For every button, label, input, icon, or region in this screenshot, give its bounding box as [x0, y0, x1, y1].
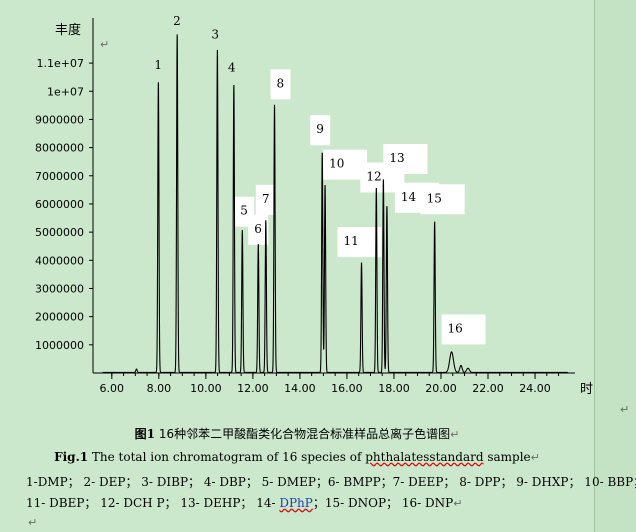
paragraph-mark: ↵: [28, 516, 38, 529]
peak-label-box: [270, 69, 291, 100]
figure-title-en-tail: sample: [483, 450, 531, 464]
figure-title-en-word: phthalatesstandard: [365, 450, 484, 464]
peak-label-box: [255, 184, 276, 215]
x-tick-label: 16.00: [331, 382, 363, 395]
y-tick-label: 5000000: [35, 226, 84, 239]
axes: 1000000 2000000 3000000 4000000 5000000 60000…: [35, 18, 575, 395]
y-tick-label: 2000000: [35, 311, 84, 324]
peak-label-box: [383, 144, 428, 175]
legend-line-2-text-b: ；15- DNOP； 16- DNP: [312, 496, 454, 510]
y-tick-label: 6000000: [35, 198, 84, 211]
peak-label-box: [323, 149, 368, 180]
peak-label: 16: [448, 321, 463, 335]
peak-label: 9: [316, 122, 324, 136]
compound-legend-line-2: 11- DBEP； 12- DCH P； 13- DEHP； 14- DPhP；…: [26, 494, 592, 511]
x-tick-label: 6.00: [100, 382, 125, 395]
peak-label-box: [310, 115, 331, 146]
figure-number-cn: 图1: [134, 427, 156, 441]
peak-label: 1: [154, 58, 162, 72]
peak-label-box: [441, 314, 486, 345]
paragraph-mark: ↵: [530, 451, 540, 464]
x-tick-label: 12.00: [237, 382, 269, 395]
peak-label: 5: [240, 204, 248, 218]
peak-label: 13: [389, 151, 404, 165]
y-tick-label: 3000000: [35, 282, 84, 295]
peak-label: 15: [427, 191, 442, 205]
paragraph-mark: ↵: [450, 428, 460, 441]
paragraph-mark: ↵: [100, 38, 110, 51]
x-tick-label: 8.00: [147, 382, 172, 395]
peak-label: 4: [228, 61, 236, 75]
peak-label-box: [337, 227, 382, 258]
peak-label-box: [420, 184, 465, 215]
document-page: [0, 0, 594, 532]
peak-label: 3: [211, 27, 219, 41]
x-tick-label: 24.00: [519, 382, 551, 395]
peak-label: 12: [366, 169, 381, 183]
figure-caption-chinese: 图1 16种邻苯二甲酸酯类化合物混合标准样品总离子色谱图↵: [0, 425, 594, 442]
x-tick-label: 22.00: [472, 382, 504, 395]
y-tick-label: 8000000: [35, 142, 84, 155]
peak-label: 2: [173, 14, 181, 28]
peak-label: 11: [344, 234, 359, 248]
y-tick-label: 9000000: [35, 113, 84, 126]
figure-caption-english: Fig.1 The total ion chromatogram of 16 s…: [0, 450, 594, 464]
paragraph-mark: ↵: [453, 497, 463, 510]
y-axis-label: 丰度: [55, 22, 81, 38]
figure-title-cn: 16种邻苯二甲酸酯类化合物混合标准样品总离子色谱图: [155, 427, 451, 441]
peak-label: 8: [277, 76, 285, 90]
y-tick-label: 1.1e+07: [37, 57, 84, 70]
x-tick-label: 14.00: [284, 382, 316, 395]
legend-line-2-text-a: 11- DBEP； 12- DCH P； 13- DEHP； 14-: [26, 496, 280, 510]
legend-line-1-text: 1-DMP； 2- DEP； 3- DIBP； 4- DBP； 5- DMEP；…: [26, 475, 636, 489]
y-tick-label: 1e+07: [47, 85, 84, 98]
peak-label: 7: [262, 192, 270, 206]
peak-label: 10: [329, 157, 344, 171]
peak-label: 14: [401, 190, 417, 204]
y-tick-label: 4000000: [35, 254, 84, 267]
paragraph-mark: ↵: [620, 403, 630, 416]
x-tick-label: 10.00: [190, 382, 222, 395]
peak-label: 6: [254, 222, 262, 236]
x-tick-label: 18.00: [378, 382, 410, 395]
page-margin: [594, 0, 636, 532]
compound-legend-line-1: 1-DMP； 2- DEP； 3- DIBP； 4- DBP； 5- DMEP；…: [26, 473, 636, 490]
y-tick-label: 7000000: [35, 170, 84, 183]
figure-number-en: Fig.1: [54, 450, 89, 464]
chromatogram-chart: 1000000 2000000 3000000 4000000 5000000 60000…: [35, 14, 594, 397]
peak-label-boxes: [234, 69, 486, 345]
figure-title-en: The total ion chromatogram of 16 species…: [88, 450, 366, 464]
peak-label-box: [248, 214, 269, 245]
y-tick-label: 1000000: [35, 339, 84, 352]
x-tick-label: 20.00: [425, 382, 457, 395]
x-axis-label: 时间: [580, 382, 594, 397]
chromatogram-trace: [102, 34, 568, 373]
legend-dphp: DPhP: [279, 496, 313, 510]
